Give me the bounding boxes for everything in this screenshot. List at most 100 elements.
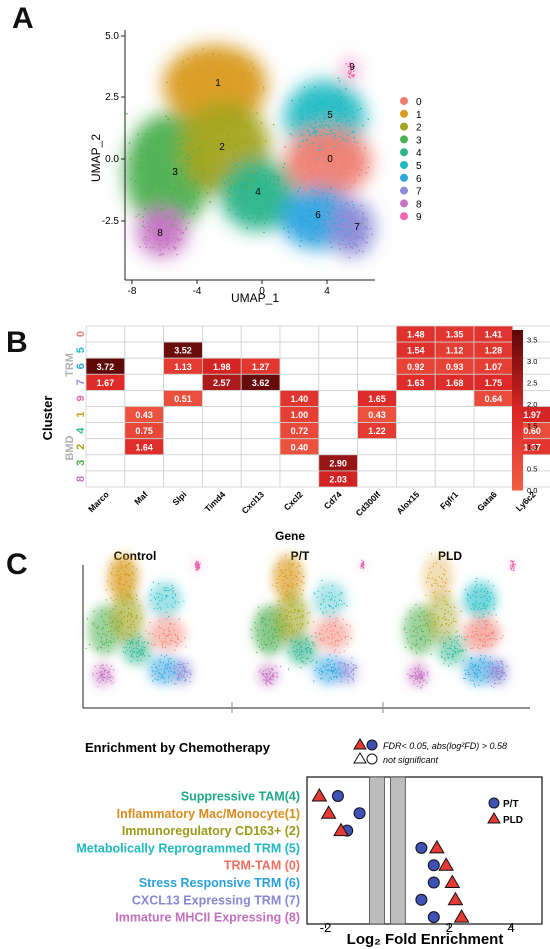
colorbar-segment xyxy=(512,402,523,407)
heatmap-cell xyxy=(434,454,475,472)
heatmap-cell xyxy=(357,357,397,375)
heatmap-cell xyxy=(473,454,514,472)
heatmap-cell-value: 3.52 xyxy=(174,346,192,356)
colorbar-tick-label: 3.0 xyxy=(527,357,537,366)
heatmap-gene-label: Slpi xyxy=(170,489,188,507)
heatmap-cell xyxy=(434,422,475,440)
mini-points-4 xyxy=(287,635,318,670)
colorbar-segment xyxy=(512,438,523,443)
colorbar-segment xyxy=(512,398,523,403)
legend-dot-2 xyxy=(400,122,408,131)
heatmap-cell xyxy=(434,470,475,488)
legend-label-7: 7 xyxy=(416,187,422,198)
enrichment-category-label: Stress Responsive TRM (6) xyxy=(139,876,300,890)
legend-dot-1 xyxy=(400,109,408,118)
enrichment-category-label: Immunoregulatory CD163+ (2) xyxy=(122,824,300,838)
heatmap-colorbar: 3.5 3.0 2.5 2.0 1.5 1.0 0.5 0.0 xyxy=(512,330,537,495)
heatmap-cell-value: 1.97 xyxy=(523,410,541,420)
enrichment-xtick-label: -2 xyxy=(320,920,332,935)
marker-pt xyxy=(427,876,440,889)
heatmap-gene-label: Fgfr1 xyxy=(438,489,460,511)
heatmap-cell xyxy=(279,341,320,359)
heatmap-cell xyxy=(124,341,165,359)
legend-label-5: 5 xyxy=(416,161,422,172)
umap-ytick-label: -2.5 xyxy=(102,216,120,227)
heatmap-cell xyxy=(124,390,165,407)
legend-dot-7 xyxy=(400,186,408,195)
panel-label-b: B xyxy=(6,326,28,359)
heatmap-cell-value: 1.28 xyxy=(485,346,503,356)
heatmap-cell xyxy=(395,390,436,407)
heatmap-cell-value: 0.51 xyxy=(174,394,192,404)
heatmap-row-label: 9 xyxy=(75,395,87,401)
heatmap-cell xyxy=(395,454,436,472)
heatmap-row-label: 5 xyxy=(75,347,87,353)
colorbar-segment xyxy=(512,394,523,399)
cluster-blob-4 xyxy=(220,159,296,231)
legend-dot-5 xyxy=(400,161,408,169)
heatmap-cell xyxy=(240,422,281,440)
heatmap-cell xyxy=(318,406,358,424)
heatmap-cell-value: 1.07 xyxy=(485,362,503,372)
heatmap-cell xyxy=(201,422,242,440)
heatmap-cell-value: 3.62 xyxy=(252,378,270,388)
enrichment-chart: Enrichment by Chemotherapy FDR< 0.05, ab… xyxy=(76,738,543,948)
colorbar-segment xyxy=(512,466,523,471)
heatmap-cell-value: 0.60 xyxy=(523,426,541,436)
cluster-label-7: 7 xyxy=(354,222,360,233)
heatmap-cell xyxy=(473,406,514,424)
heatmap-cell-value: 0.43 xyxy=(368,410,386,420)
enrichment-category-label: Immature MHCII Expressing (8) xyxy=(115,911,300,925)
heatmap-cell xyxy=(395,438,436,456)
cluster-label-2: 2 xyxy=(219,142,225,153)
heatmap-cell xyxy=(201,325,242,343)
heatmap-cell xyxy=(163,373,203,391)
nonsig-band-right xyxy=(389,776,406,925)
heatmap-cell-value: 1.75 xyxy=(485,378,503,388)
heatmap-cell xyxy=(318,357,358,375)
umap-ylabel: UMAP_2 xyxy=(89,134,103,182)
heatmap-row-labels: 0 5 6 7 9 1 4 2 3 8 xyxy=(75,331,87,482)
colorbar-segment xyxy=(512,346,523,351)
heatmap-gene-label: Maf xyxy=(132,489,150,507)
mini-points-7 xyxy=(338,657,358,684)
enrichment-xtick-label: 2 xyxy=(446,920,453,935)
nonsig-band-left xyxy=(369,776,385,925)
umap-ytick-label: 2.5 xyxy=(105,92,119,103)
heatmap-cell-value: 0.64 xyxy=(485,394,503,404)
heatmap-gene-label: Cd74 xyxy=(322,489,344,511)
legend-label-0: 0 xyxy=(416,97,422,108)
umap-ytick-label: 0.0 xyxy=(105,154,119,165)
legend-pt-circle xyxy=(488,797,500,809)
heatmap-cell-value: 2.57 xyxy=(213,378,231,388)
marker-pld xyxy=(438,857,455,871)
colorbar-segment xyxy=(512,434,523,439)
colorbar-segment xyxy=(512,418,523,423)
mini-blob-1 xyxy=(422,554,454,602)
heatmap-ylabel: Cluster xyxy=(40,396,55,441)
cluster-points-0 xyxy=(284,135,369,194)
mini-umap-pld xyxy=(403,553,517,689)
umap-scatter-points xyxy=(124,48,373,259)
marker-pt xyxy=(415,893,428,906)
heatmap-cell xyxy=(279,454,320,472)
colorbar-tick-label: 3.5 xyxy=(527,335,537,344)
heatmap-cell xyxy=(85,390,126,407)
mini-points-8 xyxy=(258,665,282,686)
heatmap-group-trm: TRM xyxy=(64,353,76,377)
colorbar-segment xyxy=(512,446,523,451)
mini-points-7 xyxy=(486,660,508,689)
legend-dot-0 xyxy=(400,97,408,105)
colorbar-segment xyxy=(512,342,523,347)
heatmap-xlabel: Gene xyxy=(275,529,305,543)
heatmap-cell-value: 1.48 xyxy=(407,330,425,340)
enrichment-category-label: Suppressive TAM(4) xyxy=(181,790,300,804)
marker-pld xyxy=(444,874,461,888)
umap-ytick-label: 5.0 xyxy=(105,31,119,42)
colorbar-tick-label: 2.0 xyxy=(527,400,537,409)
legend-dot-8 xyxy=(400,199,408,208)
enrichment-category-label: CXCL13 Expressing TRM (7) xyxy=(132,893,300,907)
umap-xtick-label: 4 xyxy=(324,286,330,297)
heatmap-cell-value: 1.35 xyxy=(446,330,464,340)
